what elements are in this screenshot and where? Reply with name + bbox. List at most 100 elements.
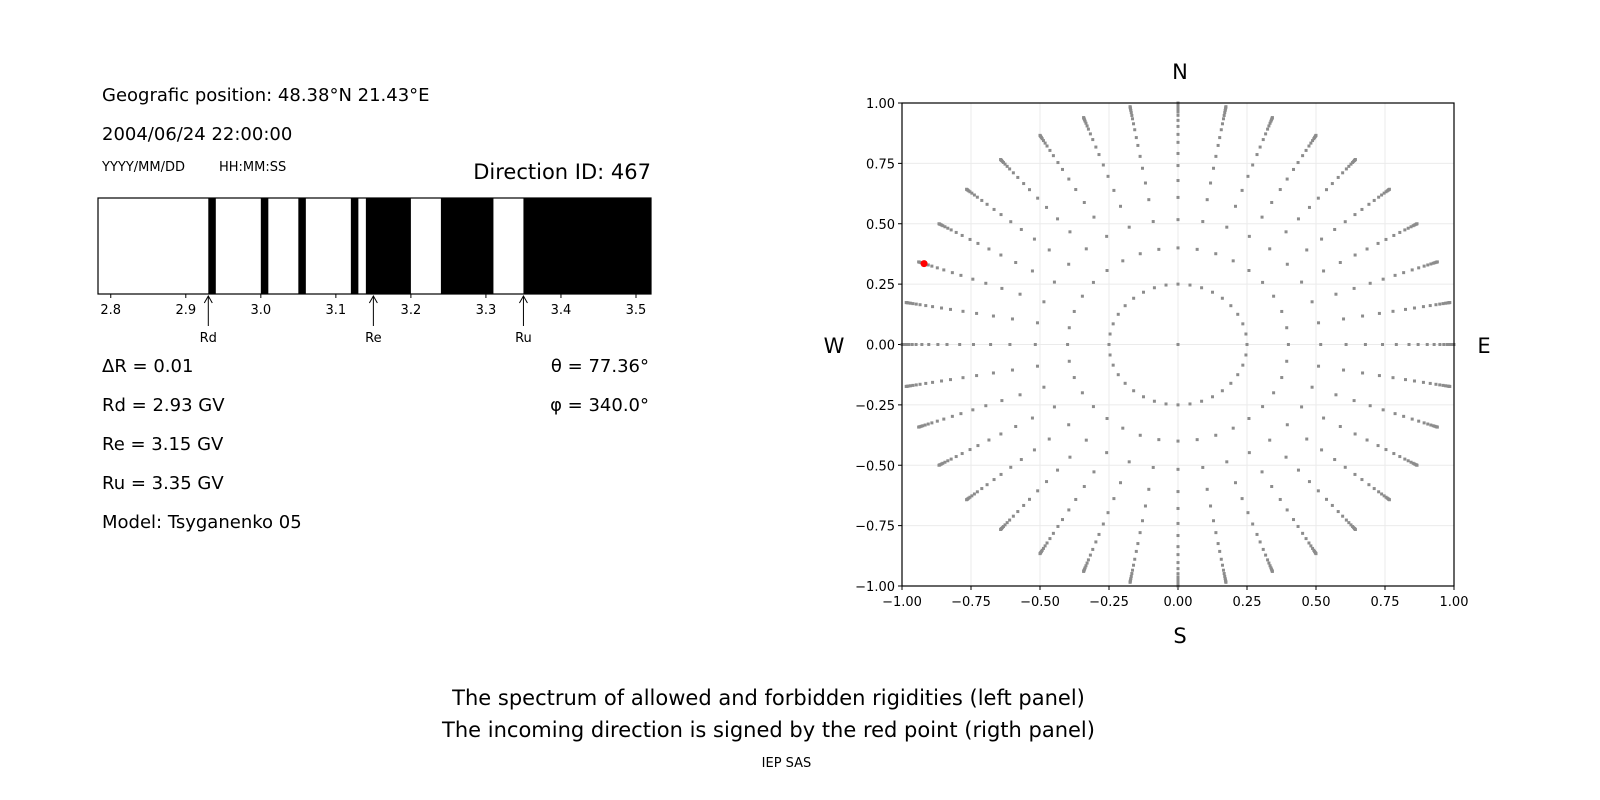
x-tick-label: 3.5 bbox=[626, 303, 647, 318]
grid-point bbox=[1347, 164, 1351, 168]
grid-point bbox=[1270, 485, 1274, 489]
grid-point bbox=[940, 379, 944, 383]
grid-point bbox=[1412, 306, 1416, 310]
grid-point bbox=[1416, 343, 1420, 346]
grid-point bbox=[954, 230, 958, 234]
grid-point bbox=[1216, 542, 1220, 546]
grid-point bbox=[1091, 547, 1095, 551]
grid-point bbox=[1091, 138, 1095, 142]
grid-point bbox=[1336, 510, 1340, 514]
grid-point bbox=[1041, 546, 1045, 550]
grid-point bbox=[1147, 487, 1151, 491]
grid-point bbox=[989, 343, 993, 346]
grid-point bbox=[1338, 261, 1342, 265]
grid-point bbox=[1176, 343, 1180, 346]
grid-point bbox=[1300, 280, 1304, 284]
x-tick-label: 1.00 bbox=[1440, 595, 1469, 610]
grid-point bbox=[970, 494, 974, 498]
grid-point bbox=[1082, 116, 1086, 120]
grid-point bbox=[909, 384, 913, 388]
grid-point bbox=[1088, 132, 1092, 136]
grid-point bbox=[1032, 448, 1036, 452]
arrow-head-icon bbox=[368, 294, 378, 304]
grid-point bbox=[1138, 531, 1142, 535]
forbidden-band bbox=[365, 198, 411, 294]
grid-point bbox=[1128, 580, 1132, 584]
grid-point bbox=[1092, 470, 1096, 474]
grid-point bbox=[1322, 416, 1326, 420]
grid-point bbox=[1176, 151, 1180, 155]
marker-label-re: Re bbox=[365, 331, 381, 346]
grid-point bbox=[1094, 145, 1098, 149]
grid-point bbox=[1311, 139, 1315, 143]
grid-point bbox=[1195, 438, 1199, 442]
grid-point bbox=[1176, 140, 1180, 144]
grid-point bbox=[1205, 198, 1209, 202]
grid-point bbox=[1229, 381, 1233, 385]
grid-point bbox=[1305, 437, 1309, 441]
grid-point bbox=[1019, 458, 1023, 462]
grid-point bbox=[1334, 292, 1338, 296]
grid-point bbox=[1431, 424, 1435, 428]
forbidden-band bbox=[350, 198, 359, 294]
grid-point bbox=[1041, 139, 1045, 143]
grid-point bbox=[1392, 233, 1396, 237]
x-tick-label: −0.75 bbox=[951, 595, 991, 610]
grid-point bbox=[1372, 487, 1376, 491]
grid-point bbox=[950, 414, 954, 418]
grid-point bbox=[958, 343, 962, 346]
grid-point bbox=[1214, 252, 1218, 256]
grid-point bbox=[1224, 105, 1228, 109]
grid-point bbox=[1091, 405, 1095, 409]
grid-point bbox=[1211, 290, 1214, 294]
grid-point bbox=[914, 343, 918, 346]
grid-point bbox=[1105, 416, 1109, 420]
grid-point bbox=[1016, 510, 1020, 514]
grid-point bbox=[1353, 472, 1357, 476]
grid-point bbox=[1047, 437, 1051, 441]
grid-point bbox=[1211, 395, 1214, 399]
forbidden-band bbox=[260, 198, 269, 294]
grid-point bbox=[1367, 202, 1371, 206]
grid-point bbox=[1051, 531, 1055, 535]
grid-point bbox=[1152, 399, 1156, 403]
y-tick-label: 1.00 bbox=[866, 97, 895, 112]
grid-point bbox=[1352, 286, 1356, 290]
grid-point bbox=[1258, 145, 1262, 149]
grid-point bbox=[1176, 195, 1180, 199]
grid-point bbox=[1018, 393, 1022, 397]
grid-point bbox=[1127, 460, 1131, 464]
grid-point bbox=[1261, 138, 1265, 142]
grid-point bbox=[968, 237, 972, 241]
grid-point bbox=[1176, 110, 1180, 114]
grid-point bbox=[1301, 531, 1305, 535]
grid-point bbox=[959, 412, 963, 416]
grid-point bbox=[904, 384, 908, 388]
grid-point bbox=[920, 343, 924, 346]
grid-point bbox=[1341, 171, 1345, 175]
grid-point bbox=[1365, 247, 1369, 251]
grid-point bbox=[1009, 465, 1013, 469]
grid-point bbox=[1008, 343, 1012, 346]
grid-point bbox=[1247, 234, 1251, 238]
grid-point bbox=[1365, 438, 1369, 442]
forbidden-band bbox=[298, 198, 306, 294]
grid-point bbox=[1016, 175, 1020, 179]
grid-point bbox=[970, 191, 974, 195]
grid-point bbox=[1218, 549, 1222, 553]
grid-point bbox=[1005, 164, 1009, 168]
grid-point bbox=[1244, 353, 1248, 357]
grid-point bbox=[1140, 519, 1144, 523]
grid-point bbox=[1225, 460, 1229, 464]
grid-point bbox=[1051, 154, 1055, 158]
grid-point bbox=[1080, 294, 1084, 298]
grid-point bbox=[1067, 262, 1071, 266]
grid-point bbox=[1317, 321, 1321, 325]
grid-point bbox=[971, 343, 975, 346]
grid-point bbox=[1176, 567, 1180, 571]
grid-point bbox=[984, 281, 988, 285]
grid-point bbox=[1176, 490, 1180, 494]
grid-point bbox=[949, 228, 953, 232]
x-tick-label: −0.25 bbox=[1089, 595, 1129, 610]
